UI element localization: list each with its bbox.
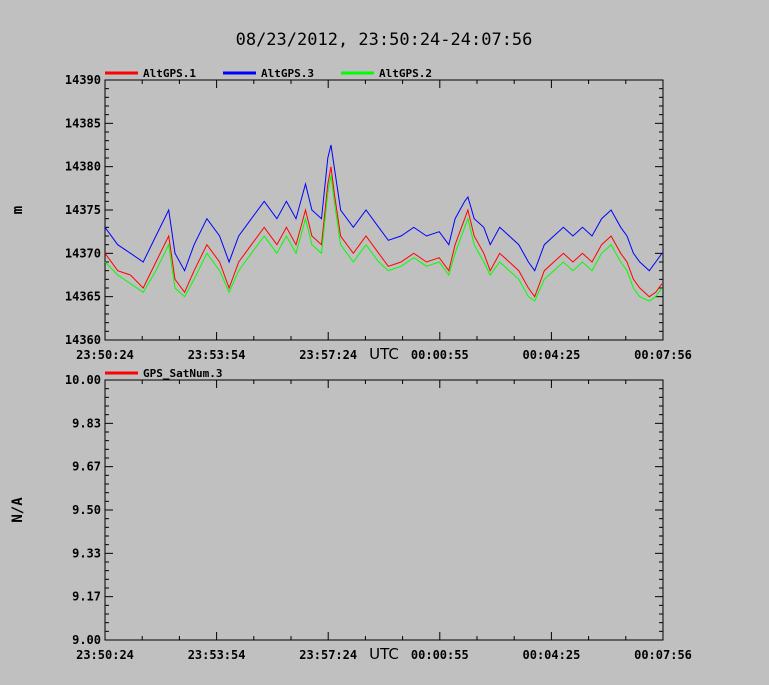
y-tick-label: 9.33	[72, 546, 101, 560]
y-tick-label: 10.00	[65, 373, 101, 387]
x-tick-label: 00:07:56	[634, 348, 692, 362]
y-tick-label: 14390	[65, 73, 101, 87]
legend-label: AltGPS.1	[143, 67, 196, 80]
y-tick-label: 9.67	[72, 460, 101, 474]
x-tick-label: 23:53:54	[188, 648, 246, 662]
x-unit-label: UTC	[369, 645, 399, 663]
y-tick-label: 14375	[65, 203, 101, 217]
x-tick-label: 00:04:25	[523, 348, 581, 362]
y-axis-label: m	[10, 206, 26, 214]
series-line-altgps-2	[104, 175, 663, 302]
x-tick-label: 23:53:54	[188, 348, 246, 362]
x-tick-label: 00:07:56	[634, 648, 692, 662]
x-tick-label: 00:00:55	[411, 348, 469, 362]
y-tick-label: 14365	[65, 290, 101, 304]
x-unit-label: UTC	[369, 345, 399, 363]
plot-frame	[104, 79, 664, 341]
x-tick-label: 23:57:24	[299, 348, 357, 362]
legend-label: GPS_SatNum.3	[143, 367, 222, 380]
plot-frame	[104, 379, 664, 641]
x-tick-label: 00:04:25	[523, 648, 581, 662]
x-tick-label: 23:50:24	[76, 648, 134, 662]
y-tick-label: 14380	[65, 160, 101, 174]
legend-item: AltGPS.3	[223, 67, 314, 80]
legend-item: AltGPS.2	[341, 67, 432, 80]
series-line-altgps-1	[104, 166, 663, 298]
y-tick-label: 9.83	[72, 416, 101, 430]
x-tick-label: 00:00:55	[411, 648, 469, 662]
y-axis-label: N/A	[10, 497, 26, 523]
series-line-altgps-3	[104, 144, 663, 272]
x-tick-label: 23:57:24	[299, 648, 357, 662]
chart-title: 08/23/2012, 23:50:24-24:07:56	[236, 30, 533, 50]
legend-label: AltGPS.2	[379, 67, 432, 80]
y-tick-label: 9.50	[72, 503, 101, 517]
y-tick-label: 14360	[65, 333, 101, 347]
x-tick-label: 23:50:24	[76, 348, 134, 362]
y-tick-label: 14385	[65, 116, 101, 130]
panel-top: 23:50:24 23:53:54 23:57:24 00:00:55 00:04:25…	[10, 67, 692, 363]
legend-label: AltGPS.3	[261, 67, 314, 80]
y-tick-label: 14370	[65, 246, 101, 260]
y-tick-label: 9.00	[72, 633, 101, 647]
legend-item: AltGPS.1	[105, 67, 196, 80]
y-tick-label: 9.17	[72, 590, 101, 604]
panel-bottom: 23:50:24 23:53:54 23:57:24 00:00:55 00:04:25…	[10, 367, 692, 663]
legend-item: GPS_SatNum.3	[105, 367, 222, 380]
chart-panels: 23:50:24 23:53:54 23:57:24 00:00:55 00:04:25…	[10, 67, 692, 663]
